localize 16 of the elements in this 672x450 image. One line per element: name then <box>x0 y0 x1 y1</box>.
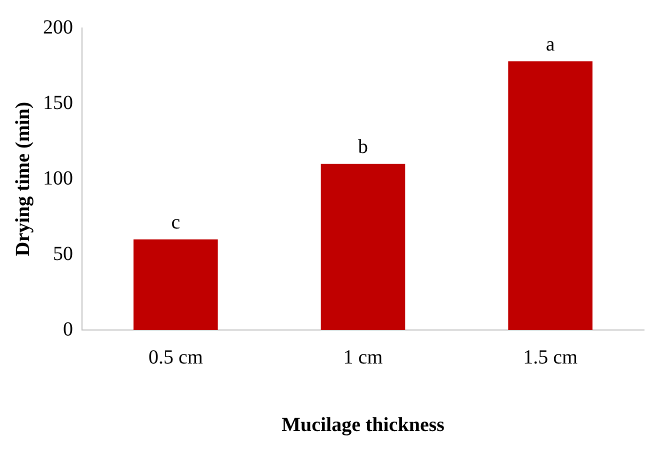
y-tick-label: 150 <box>43 92 73 114</box>
x-tick-label: 1.5 cm <box>523 346 578 368</box>
y-tick-label: 100 <box>43 167 73 190</box>
x-tick-label: 1 cm <box>343 346 384 368</box>
y-tick-label: 200 <box>43 16 73 38</box>
bar <box>508 61 592 330</box>
data-label: b <box>358 136 368 158</box>
bar <box>134 239 218 330</box>
data-label: a <box>546 33 555 56</box>
y-axis-title: Drying time (min) <box>12 102 34 256</box>
x-tick-label: 0.5 cm <box>148 346 204 368</box>
y-tick-label: 50 <box>53 242 73 265</box>
bar <box>320 164 406 330</box>
data-label: c <box>171 212 180 234</box>
x-axis-title: Mucilage thickness <box>282 414 445 436</box>
y-tick-label: 0 <box>63 318 73 340</box>
